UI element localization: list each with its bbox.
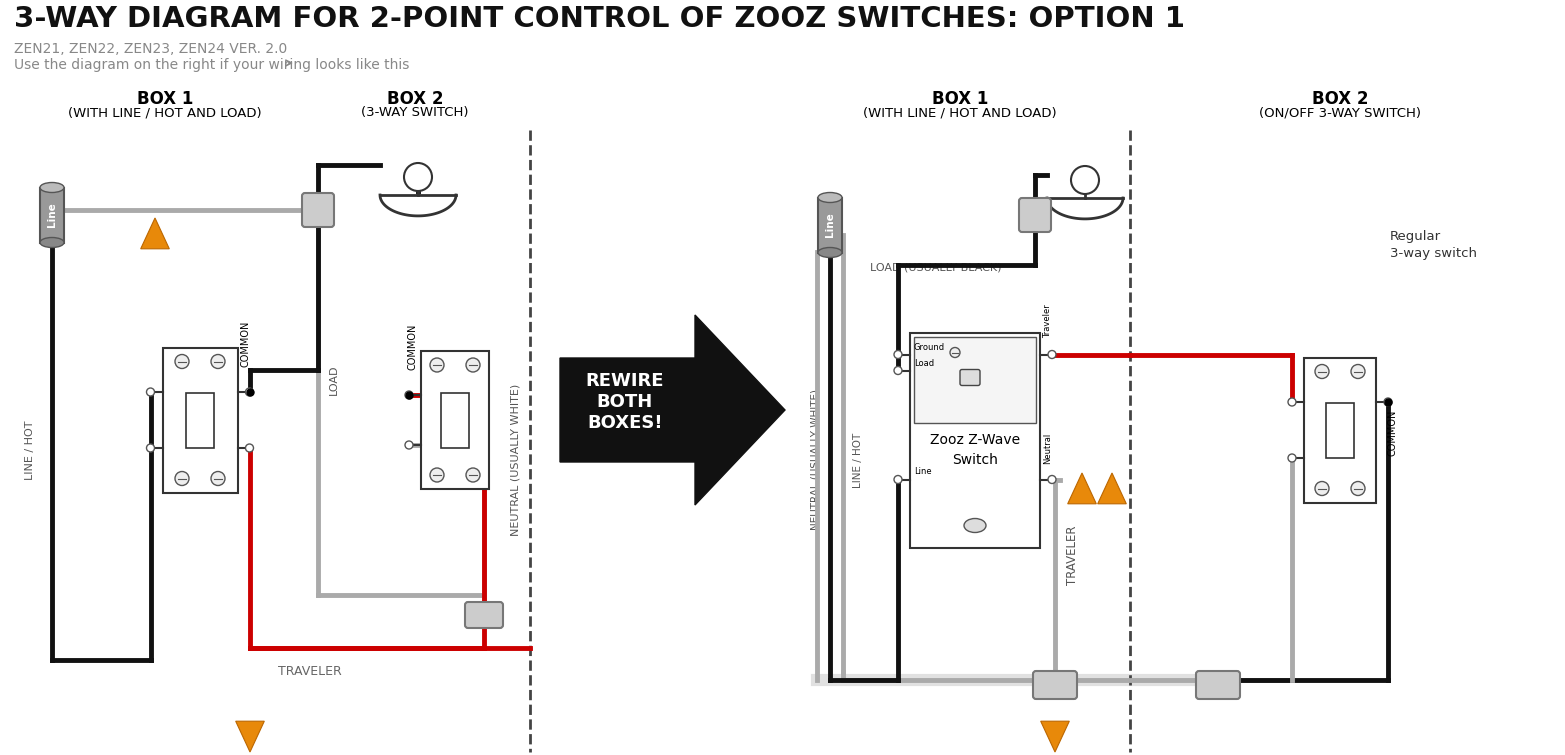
Bar [441,393,470,448]
Circle shape [147,444,155,452]
Text: (ON/OFF 3-WAY SWITCH): (ON/OFF 3-WAY SWITCH) [1258,106,1421,119]
Bar [1326,402,1354,458]
Text: Line: Line [47,202,56,227]
Circle shape [466,358,480,372]
Circle shape [1315,365,1329,378]
Text: Ground: Ground [914,343,945,352]
Circle shape [1383,398,1391,406]
Text: LOAD (USUALLY BLACK): LOAD (USUALLY BLACK) [870,263,1002,273]
Polygon shape [141,218,169,249]
Circle shape [430,468,444,482]
Circle shape [894,476,901,483]
Circle shape [405,391,413,399]
FancyBboxPatch shape [1033,671,1077,699]
Bar [914,337,1036,423]
Ellipse shape [41,183,64,193]
Text: Regular
3-way switch: Regular 3-way switch [1390,230,1477,260]
Ellipse shape [964,519,986,532]
Polygon shape [1047,198,1124,219]
Text: Line: Line [825,213,836,237]
Circle shape [466,468,480,482]
Bar [163,347,238,492]
Bar [909,332,1041,547]
Bar [186,393,214,448]
Text: NEUTRAL (USUALLY WHITE): NEUTRAL (USUALLY WHITE) [510,384,520,536]
Circle shape [1315,482,1329,495]
Polygon shape [560,315,786,505]
FancyBboxPatch shape [302,193,333,227]
Circle shape [211,355,225,368]
Circle shape [894,350,901,359]
Text: Use the diagram on the right if your wiring looks like this: Use the diagram on the right if your wir… [14,58,410,72]
Text: COMMON: COMMON [408,324,418,370]
Circle shape [246,388,254,396]
Circle shape [1070,166,1099,194]
Circle shape [1049,476,1056,483]
Circle shape [1049,350,1056,359]
Circle shape [894,366,901,374]
Polygon shape [1067,473,1097,504]
Text: LOAD: LOAD [329,365,340,396]
Circle shape [246,444,254,452]
Bar [818,198,842,252]
Circle shape [1351,365,1365,378]
Text: Load: Load [914,359,934,368]
Circle shape [1288,454,1296,462]
FancyBboxPatch shape [1019,198,1052,232]
Text: NEUTRAL (USUALLY WHITE): NEUTRAL (USUALLY WHITE) [811,390,820,531]
Text: Zooz Z-Wave
Switch: Zooz Z-Wave Switch [930,433,1020,467]
Text: LINE / HOT: LINE / HOT [25,421,34,479]
Circle shape [950,347,959,358]
Polygon shape [380,195,455,216]
Text: (WITH LINE / HOT AND LOAD): (WITH LINE / HOT AND LOAD) [69,106,261,119]
Bar [421,351,488,489]
Ellipse shape [818,248,842,257]
Text: (3-WAY SWITCH): (3-WAY SWITCH) [362,106,470,119]
Circle shape [405,441,413,449]
Text: (WITH LINE / HOT AND LOAD): (WITH LINE / HOT AND LOAD) [864,106,1056,119]
Text: BOX 1: BOX 1 [136,90,192,108]
Text: Traveler: Traveler [1044,305,1053,338]
Ellipse shape [41,238,64,248]
FancyBboxPatch shape [1196,671,1239,699]
Text: BOX 1: BOX 1 [931,90,988,108]
FancyBboxPatch shape [959,369,980,386]
Circle shape [1288,398,1296,406]
Text: BOX 2: BOX 2 [1311,90,1368,108]
Polygon shape [1041,721,1069,752]
Circle shape [175,355,189,368]
Text: LINE / HOT: LINE / HOT [853,433,862,488]
Text: COMMON: COMMON [1387,410,1398,456]
Circle shape [430,358,444,372]
Text: BOX 2: BOX 2 [387,90,443,108]
Circle shape [404,163,432,191]
Circle shape [211,472,225,485]
Bar [41,187,64,242]
Text: 3-WAY DIAGRAM FOR 2-POINT CONTROL OF ZOOZ SWITCHES: OPTION 1: 3-WAY DIAGRAM FOR 2-POINT CONTROL OF ZOO… [14,5,1185,33]
Bar [1304,358,1376,503]
Polygon shape [236,721,264,752]
Text: Neutral: Neutral [1044,433,1053,464]
Polygon shape [1097,473,1127,504]
Text: REWIRE
BOTH
BOXES!: REWIRE BOTH BOXES! [585,371,664,433]
Circle shape [147,388,155,396]
Text: ZEN21, ZEN22, ZEN23, ZEN24 VER. 2.0: ZEN21, ZEN22, ZEN23, ZEN24 VER. 2.0 [14,42,288,56]
Text: TRAVELER: TRAVELER [1066,525,1078,585]
Text: COMMON: COMMON [241,321,250,367]
FancyBboxPatch shape [465,602,502,628]
Circle shape [175,472,189,485]
Text: TRAVELER: TRAVELER [279,665,341,678]
Ellipse shape [818,193,842,202]
Circle shape [1351,482,1365,495]
Text: Line: Line [914,467,931,476]
